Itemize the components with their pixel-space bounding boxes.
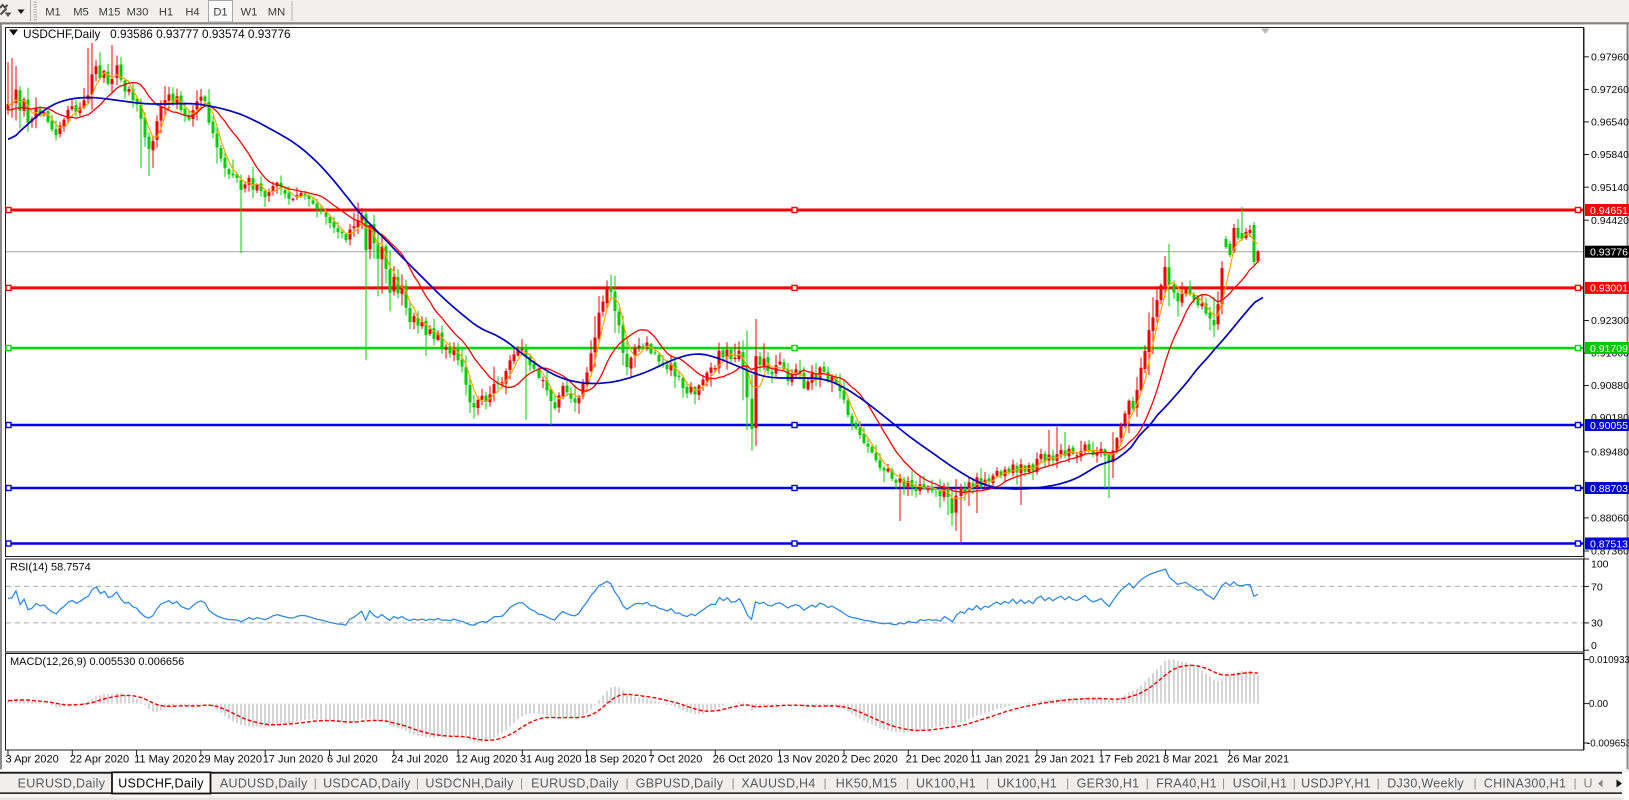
svg-text:0.89480: 0.89480 [1591, 446, 1629, 458]
svg-text:USDCHF,Daily: USDCHF,Daily [118, 777, 204, 791]
svg-text:0.00: 0.00 [1589, 699, 1609, 710]
svg-text:0.94420: 0.94420 [1591, 215, 1629, 227]
svg-text:U: U [1583, 777, 1592, 791]
svg-text:UK100,H1: UK100,H1 [997, 777, 1057, 791]
svg-text:USOil,H1: USOil,H1 [1233, 777, 1288, 791]
svg-text:26 Mar 2021: 26 Mar 2021 [1227, 754, 1289, 766]
svg-text:|: | [1293, 776, 1296, 790]
svg-text:M15: M15 [99, 7, 121, 19]
svg-text:0.95140: 0.95140 [1591, 182, 1629, 194]
svg-text:0.010933: 0.010933 [1589, 655, 1629, 666]
svg-text:USDCNH,Daily: USDCNH,Daily [425, 777, 514, 791]
svg-text:|: | [1066, 776, 1069, 790]
svg-text:26 Oct 2020: 26 Oct 2020 [713, 754, 773, 766]
svg-text:DJ30,Weekly: DJ30,Weekly [1387, 777, 1464, 791]
svg-text:HK50,M15: HK50,M15 [836, 777, 897, 791]
svg-text:0.97260: 0.97260 [1591, 84, 1629, 96]
svg-text:0.97960: 0.97960 [1591, 51, 1629, 63]
svg-text:8 Mar 2021: 8 Mar 2021 [1163, 754, 1219, 766]
svg-text:FRA40,H1: FRA40,H1 [1156, 777, 1217, 791]
svg-text:USDCAD,Daily: USDCAD,Daily [323, 777, 411, 791]
svg-text:13 Nov 2020: 13 Nov 2020 [777, 754, 839, 766]
svg-text:70: 70 [1591, 582, 1603, 594]
svg-text:|: | [1377, 776, 1380, 790]
svg-text:MACD(12,26,9) 0.005530 0.00665: MACD(12,26,9) 0.005530 0.006656 [10, 656, 184, 668]
svg-text:17 Feb 2021: 17 Feb 2021 [1099, 754, 1161, 766]
svg-text:0.88060: 0.88060 [1591, 513, 1629, 525]
svg-text:MN: MN [268, 7, 285, 19]
svg-text:21 Dec 2020: 21 Dec 2020 [906, 754, 968, 766]
svg-text:30: 30 [1591, 618, 1603, 630]
svg-text:XAUUSD,H4: XAUUSD,H4 [741, 777, 815, 791]
svg-text:11 May 2020: 11 May 2020 [134, 754, 197, 766]
svg-text:|: | [416, 776, 419, 790]
svg-text:EURUSD,Daily: EURUSD,Daily [531, 777, 619, 791]
svg-text:USDCHF,Daily 0.93586 0.93777: USDCHF,Daily 0.93586 0.93777 0.93574 0.9… [23, 27, 291, 41]
svg-text:12 Aug 2020: 12 Aug 2020 [456, 754, 518, 766]
svg-text:|: | [1473, 776, 1476, 790]
svg-text:22 Apr 2020: 22 Apr 2020 [70, 754, 129, 766]
svg-text:2 Dec 2020: 2 Dec 2020 [842, 754, 898, 766]
svg-text:CHINA300,H1: CHINA300,H1 [1484, 777, 1567, 791]
svg-text:100: 100 [1591, 559, 1609, 571]
svg-text:0.93776: 0.93776 [1590, 247, 1628, 259]
svg-text:|: | [314, 776, 317, 790]
svg-text:GBPUSD,Daily: GBPUSD,Daily [636, 777, 724, 791]
svg-text:0.92300: 0.92300 [1591, 315, 1629, 327]
svg-text:EURUSD,Daily: EURUSD,Daily [18, 777, 106, 791]
svg-text:-0.009653: -0.009653 [1587, 738, 1629, 749]
svg-text:D1: D1 [213, 7, 227, 19]
svg-text:29 May 2020: 29 May 2020 [198, 754, 262, 766]
svg-text:0.93001: 0.93001 [1590, 283, 1628, 295]
svg-text:0.90880: 0.90880 [1591, 380, 1629, 392]
svg-text:UK100,H1: UK100,H1 [916, 777, 976, 791]
svg-text:0.88703: 0.88703 [1590, 483, 1628, 495]
svg-text:|: | [625, 776, 628, 790]
svg-text:RSI(14) 58.7574: RSI(14) 58.7574 [10, 562, 91, 574]
svg-text:0.91709: 0.91709 [1590, 343, 1628, 355]
svg-text:H1: H1 [159, 7, 173, 19]
svg-text:|: | [731, 776, 734, 790]
svg-text:|: | [1573, 776, 1576, 790]
svg-text:W1: W1 [241, 7, 258, 19]
svg-text:0.96540: 0.96540 [1591, 117, 1629, 129]
svg-text:18 Sep 2020: 18 Sep 2020 [584, 754, 646, 766]
svg-text:|: | [906, 776, 909, 790]
svg-text:6 Jul 2020: 6 Jul 2020 [327, 754, 378, 766]
svg-text:0.95840: 0.95840 [1591, 149, 1629, 161]
svg-text:|: | [1146, 776, 1149, 790]
svg-text:3 Apr 2020: 3 Apr 2020 [6, 754, 59, 766]
svg-text:H4: H4 [185, 7, 199, 19]
svg-text:M1: M1 [45, 7, 61, 19]
svg-text:0.94651: 0.94651 [1590, 205, 1628, 217]
svg-text:|: | [823, 776, 826, 790]
svg-text:0: 0 [1591, 640, 1597, 652]
svg-text:|: | [986, 776, 989, 790]
svg-text:|: | [1222, 776, 1225, 790]
svg-text:11 Jan 2021: 11 Jan 2021 [970, 754, 1030, 766]
svg-text:GER30,H1: GER30,H1 [1077, 777, 1140, 791]
svg-text:0.87513: 0.87513 [1590, 538, 1628, 550]
svg-text:29 Jan 2021: 29 Jan 2021 [1034, 754, 1095, 766]
svg-text:|: | [520, 776, 523, 790]
svg-text:USDJPY,H1: USDJPY,H1 [1301, 777, 1371, 791]
svg-text:17 Jun 2020: 17 Jun 2020 [263, 754, 324, 766]
svg-text:M30: M30 [127, 7, 149, 19]
svg-text:24 Jul 2020: 24 Jul 2020 [391, 754, 448, 766]
svg-text:31 Aug 2020: 31 Aug 2020 [520, 754, 582, 766]
svg-text:0.90055: 0.90055 [1590, 420, 1628, 432]
svg-text:7 Oct 2020: 7 Oct 2020 [649, 754, 703, 766]
svg-text:M5: M5 [73, 7, 89, 19]
svg-text:AUDUSD,Daily: AUDUSD,Daily [220, 777, 308, 791]
